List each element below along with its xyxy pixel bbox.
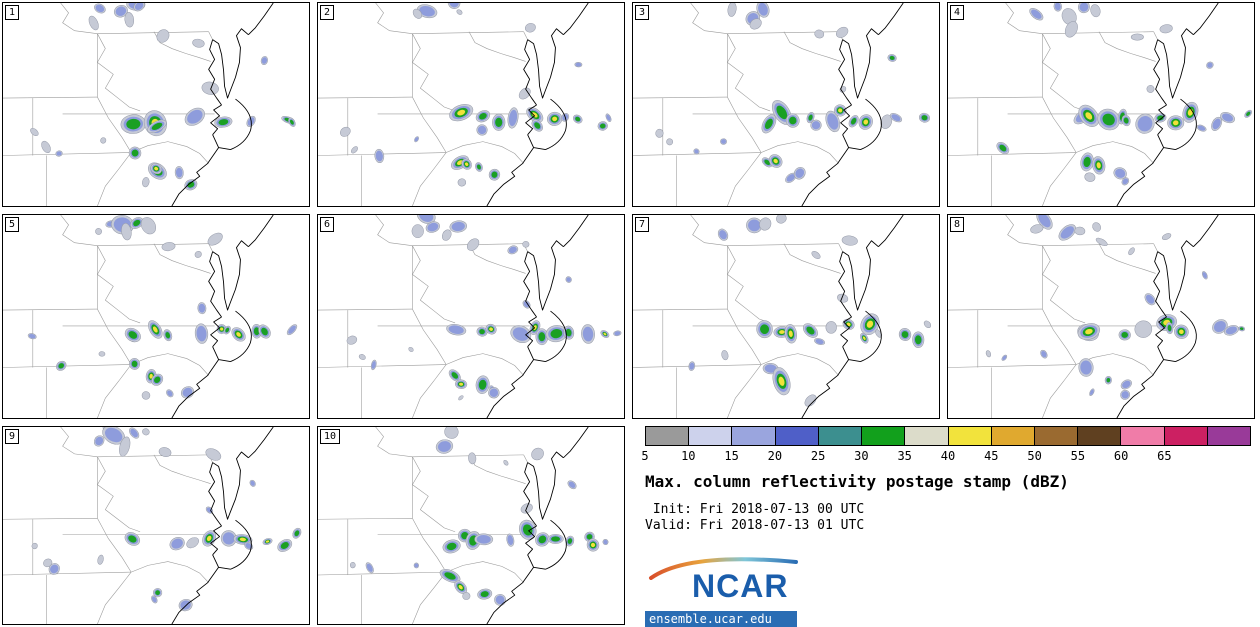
panel-number-label: 2 xyxy=(320,5,335,20)
storm-cells xyxy=(340,3,612,187)
colorbar-segment xyxy=(1034,427,1079,445)
site-url-bar: ensemble.ucar.edu xyxy=(645,611,797,627)
colorbar-segment xyxy=(646,427,690,445)
reflectivity-map xyxy=(3,3,296,206)
panel-number-label: 7 xyxy=(635,217,650,232)
colorbar-segment xyxy=(818,427,863,445)
reflectivity-map xyxy=(318,427,609,624)
panel-number-label: 3 xyxy=(635,5,650,20)
colorbar-tick-label: 10 xyxy=(681,449,696,463)
reflectivity-map xyxy=(318,3,612,206)
colorbar-tick-label: 30 xyxy=(854,449,869,463)
reflectivity-map xyxy=(633,215,932,418)
colorbar-tick-label: 65 xyxy=(1157,449,1172,463)
ensemble-member-panel-6: 6 xyxy=(317,214,625,419)
ncar-logo-swoosh-icon xyxy=(649,557,798,580)
colorbar-tick-label: 50 xyxy=(1027,449,1042,463)
reflectivity-map xyxy=(3,427,302,624)
colorbar-segment xyxy=(905,427,949,445)
ensemble-member-panel-5: 5 xyxy=(2,214,310,419)
colorbar-tick-label: 35 xyxy=(897,449,912,463)
colorbar-segment xyxy=(1207,427,1251,445)
storm-cells xyxy=(349,427,609,606)
storm-cells xyxy=(30,3,296,191)
storm-cells xyxy=(996,3,1253,186)
ensemble-member-panel-9: 9 xyxy=(2,426,310,625)
storm-cells xyxy=(31,427,302,612)
ensemble-member-panel-3: 3 xyxy=(632,2,940,207)
panel-number-label: 8 xyxy=(950,217,965,232)
ensemble-member-panel-4: 4 xyxy=(947,2,1255,207)
colorbar-tick-label: 45 xyxy=(984,449,999,463)
colorbar-tick-label: 20 xyxy=(767,449,783,463)
colorbar-segment xyxy=(1121,427,1165,445)
storm-cells xyxy=(27,215,298,400)
panel-number-label: 5 xyxy=(5,217,20,232)
colorbar-tick-label: 40 xyxy=(940,449,956,463)
colorbar xyxy=(645,426,1251,446)
reflectivity-map xyxy=(318,215,622,418)
figure-title: Max. column reflectivity postage stamp (… xyxy=(645,472,1069,491)
colorbar-tick-label: 55 xyxy=(1070,449,1086,463)
init-time: Init: Fri 2018-07-13 00 UTC xyxy=(645,502,865,517)
colorbar-segment xyxy=(732,427,776,445)
storm-cells xyxy=(985,215,1246,400)
ensemble-member-panel-10: 10 xyxy=(317,426,625,625)
colorbar-tick-label: 5 xyxy=(641,449,649,463)
colorbar-segment xyxy=(948,427,992,445)
reflectivity-map xyxy=(948,215,1246,418)
colorbar-tick-label: 60 xyxy=(1113,449,1129,463)
storm-cells xyxy=(688,215,932,407)
colorbar-segment xyxy=(862,427,906,445)
storm-cells xyxy=(655,3,931,183)
colorbar-ticks: 5 10 15 20 25 30 35 40 45 50 55 60 65 xyxy=(641,449,1251,464)
reflectivity-map xyxy=(633,3,931,206)
colorbar-tick-label: 15 xyxy=(724,449,739,463)
colorbar-segment xyxy=(775,427,819,445)
colorbar-segment xyxy=(1164,427,1208,445)
colorbar-segment xyxy=(1078,427,1122,445)
panel-number-label: 9 xyxy=(5,429,20,444)
storm-cells xyxy=(346,215,622,401)
panel-number-label: 4 xyxy=(950,5,965,20)
reflectivity-map xyxy=(948,3,1253,206)
panel-number-label: 6 xyxy=(320,217,335,232)
ensemble-member-panel-7: 7 xyxy=(632,214,940,419)
ncar-logo: NCAR xyxy=(648,556,808,610)
ncar-logo-text: NCAR xyxy=(692,568,789,604)
colorbar-segment xyxy=(689,427,733,445)
ensemble-member-panel-8: 8 xyxy=(947,214,1255,419)
colorbar-tick-label: 25 xyxy=(810,449,826,463)
panel-number-label: 10 xyxy=(320,429,341,444)
valid-time: Valid: Fri 2018-07-13 01 UTC xyxy=(645,518,865,533)
panel-number-label: 1 xyxy=(5,5,20,20)
reflectivity-map xyxy=(3,215,298,418)
ensemble-member-panel-1: 1 xyxy=(2,2,310,207)
colorbar-segment xyxy=(991,427,1035,445)
ensemble-member-panel-2: 2 xyxy=(317,2,625,207)
